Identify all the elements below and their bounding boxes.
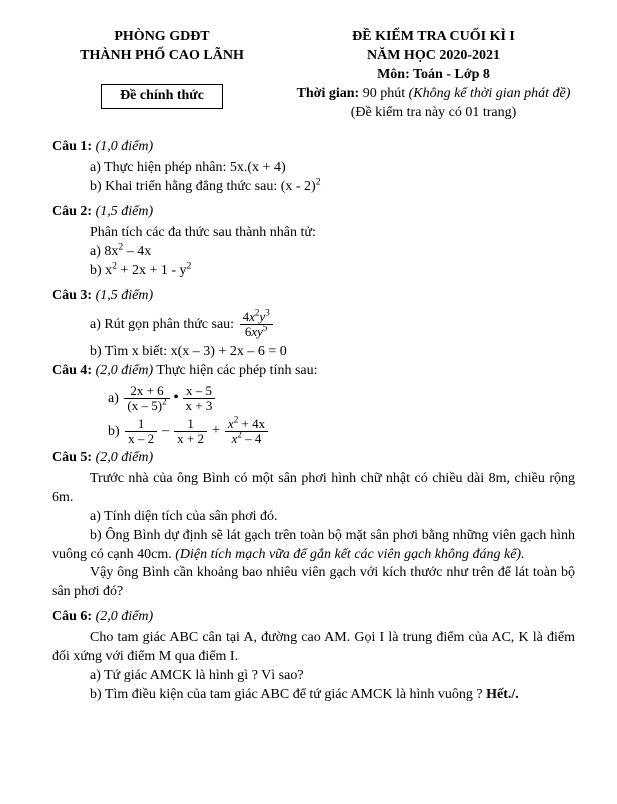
q2-points: (1,5 điểm) bbox=[96, 204, 154, 219]
q5-p1: Trước nhà của ông Bình có một sân phơi h… bbox=[52, 470, 575, 508]
q4-a: a) 2x + 6 (x – 5)2 • x – 5 x + 3 bbox=[108, 384, 575, 414]
q2-intro: Phân tích các đa thức sau thành nhân tử: bbox=[52, 224, 575, 243]
q1-label: Câu 1: bbox=[52, 139, 92, 154]
q4-label: Câu 4: bbox=[52, 363, 92, 378]
q3-b: b) Tìm x biết: x(x – 3) + 2x – 6 = 0 bbox=[52, 343, 575, 362]
q4-points: (2,0 điểm) bbox=[96, 363, 154, 378]
time-value: 90 phút bbox=[363, 86, 405, 101]
q6-b: b) Tìm điều kiện của tam giác ABC để tứ … bbox=[52, 686, 575, 705]
header-left: PHÒNG GDĐT THÀNH PHỐ CAO LÃNH Đề chính t… bbox=[52, 28, 272, 122]
q4a-frac1: 2x + 6 (x – 5)2 bbox=[124, 384, 169, 414]
official-box: Đề chính thức bbox=[101, 84, 223, 109]
q4-b: b) 1 x – 2 – 1 x + 2 + x2 + 4x x2 – 4 bbox=[108, 417, 575, 447]
q6-p1: Cho tam giác ABC cân tại A, đường cao AM… bbox=[52, 629, 575, 667]
q3-points: (1,5 điểm) bbox=[96, 288, 154, 303]
q4b-frac1: 1 x – 2 bbox=[125, 417, 157, 447]
org-line2: THÀNH PHỐ CAO LÃNH bbox=[52, 47, 272, 66]
title-line1: ĐỀ KIỂM TRA CUỐI KÌ I bbox=[292, 28, 575, 47]
question-1: Câu 1: (1,0 điểm) bbox=[52, 138, 575, 157]
q1-b: b) Khai triển hằng đẳng thức sau: (x - 2… bbox=[52, 178, 575, 197]
q4a-frac2: x – 5 x + 3 bbox=[183, 384, 216, 414]
q5-points: (2,0 điểm) bbox=[96, 450, 154, 465]
q6-a: a) Tứ giác AMCK là hình gì ? Vì sao? bbox=[52, 667, 575, 686]
q2-label: Câu 2: bbox=[52, 204, 92, 219]
q4b-frac2: 1 x + 2 bbox=[174, 417, 207, 447]
dot-icon: • bbox=[174, 389, 179, 408]
q3-a: a) Rút gọn phân thức sau: 4x2y3 6xy5 bbox=[52, 310, 575, 340]
page-note: (Đề kiểm tra này có 01 trang) bbox=[292, 104, 575, 123]
time-note: (Không kể thời gian phát đề) bbox=[409, 86, 571, 101]
question-5: Câu 5: (2,0 điểm) bbox=[52, 449, 575, 468]
question-4: Câu 4: (2,0 điểm) Thực hiện các phép tín… bbox=[52, 362, 575, 381]
org-line1: PHÒNG GDĐT bbox=[52, 28, 272, 47]
q2-a: a) 8x2 – 4x bbox=[52, 243, 575, 262]
time-label: Thời gian: bbox=[297, 86, 360, 101]
q2-b: b) x2 + 2x + 1 - y2 bbox=[52, 262, 575, 281]
header-right: ĐỀ KIỂM TRA CUỐI KÌ I NĂM HỌC 2020-2021 … bbox=[292, 28, 575, 122]
header: PHÒNG GDĐT THÀNH PHỐ CAO LÃNH Đề chính t… bbox=[52, 28, 575, 122]
q4b-frac3: x2 + 4x x2 – 4 bbox=[225, 417, 268, 447]
question-3: Câu 3: (1,5 điểm) bbox=[52, 287, 575, 306]
q1-a: a) Thực hiện phép nhân: 5x.(x + 4) bbox=[52, 159, 575, 178]
question-6: Câu 6: (2,0 điểm) bbox=[52, 608, 575, 627]
q6-points: (2,0 điểm) bbox=[96, 609, 154, 624]
q6-label: Câu 6: bbox=[52, 609, 92, 624]
question-2: Câu 2: (1,5 điểm) bbox=[52, 203, 575, 222]
q4-intro: Thực hiện các phép tính sau: bbox=[156, 363, 317, 378]
q5-a: a) Tính diện tích của sân phơi đó. bbox=[52, 508, 575, 527]
q3-fraction: 4x2y3 6xy5 bbox=[240, 310, 273, 340]
document-body: Câu 1: (1,0 điểm) a) Thực hiện phép nhân… bbox=[52, 138, 575, 704]
q3-label: Câu 3: bbox=[52, 288, 92, 303]
q5-b: b) Ông Bình dự định sẽ lát gạch trên toà… bbox=[52, 527, 575, 565]
q5-label: Câu 5: bbox=[52, 450, 92, 465]
q5-p2: Vậy ông Bình cần khoảng bao nhiêu viên g… bbox=[52, 564, 575, 602]
subject-line: Môn: Toán - Lớp 8 bbox=[292, 66, 575, 85]
time-line: Thời gian: 90 phút (Không kể thời gian p… bbox=[292, 85, 575, 104]
title-line2: NĂM HỌC 2020-2021 bbox=[292, 47, 575, 66]
q1-points: (1,0 điểm) bbox=[96, 139, 154, 154]
